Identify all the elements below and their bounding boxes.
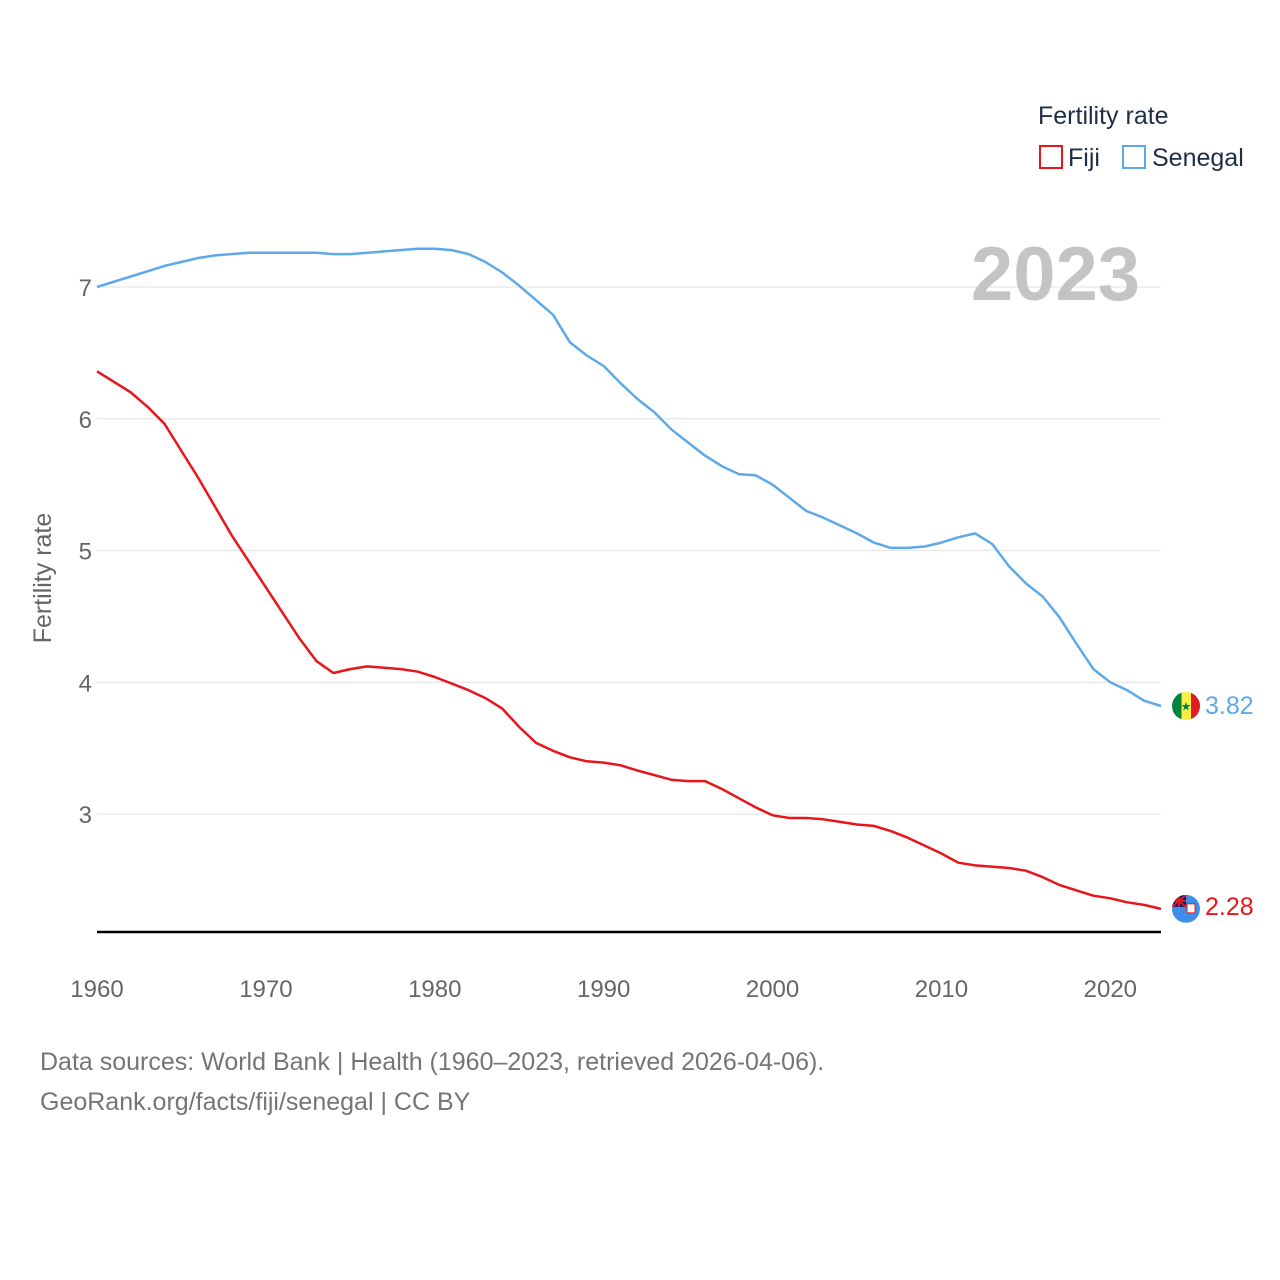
- x-tick-1980: 1980: [408, 976, 461, 1003]
- y-tick-3: 3: [79, 802, 92, 829]
- y-axis-label: Fertility rate: [29, 513, 57, 644]
- x-tick-2020: 2020: [1084, 976, 1137, 1003]
- y-tick-4: 4: [79, 670, 92, 697]
- x-tick-1960: 1960: [70, 976, 123, 1003]
- x-axis-ticks: 1960 1970 1980 1990 2000 2010 2020: [70, 976, 1137, 1003]
- legend-swatch-fiji: [1039, 145, 1063, 169]
- y-tick-5: 5: [79, 539, 92, 566]
- source-line-1: Data sources: World Bank | Health (1960–…: [40, 1048, 825, 1076]
- series-line-senegal: [96, 247, 1162, 708]
- y-axis-ticks: 3 4 5 6 7: [79, 275, 92, 829]
- legend-swatch-senegal: [1122, 145, 1146, 169]
- legend-title: Fertility rate: [1038, 102, 1169, 130]
- fiji-flag-icon: [1172, 894, 1200, 923]
- series-line-fiji: [96, 370, 1162, 911]
- source-line-2[interactable]: GeoRank.org/facts/fiji/senegal | CC BY: [40, 1088, 471, 1116]
- fiji-end-value: 2.28: [1205, 893, 1254, 921]
- y-tick-6: 6: [79, 407, 92, 434]
- fiji-end-marker: 2.28: [1172, 893, 1254, 923]
- y-tick-7: 7: [79, 275, 92, 302]
- senegal-end-value: 3.82: [1205, 692, 1254, 720]
- source-note: Data sources: World Bank | Health (1960–…: [40, 1042, 824, 1122]
- x-tick-1970: 1970: [239, 976, 292, 1003]
- fertility-chart: 3 4 5 6 7 1960 1970 1980 1990 2000 2010 2020 Ferti…: [29, 102, 1254, 1003]
- x-tick-1990: 1990: [577, 976, 630, 1003]
- x-tick-2000: 2000: [746, 976, 799, 1003]
- legend-item-fiji[interactable]: Fiji: [1039, 144, 1100, 172]
- legend-item-senegal[interactable]: Senegal: [1122, 144, 1244, 172]
- year-label: 2023: [971, 232, 1140, 317]
- legend: Fertility rate Fiji Senegal: [1038, 102, 1244, 172]
- x-tick-2010: 2010: [915, 976, 968, 1003]
- grid-lines: [97, 286, 1161, 815]
- senegal-end-marker: ★ 3.82: [1172, 691, 1254, 720]
- senegal-flag-icon: ★: [1172, 691, 1200, 720]
- series-lines: [96, 247, 1162, 911]
- legend-label-fiji: Fiji: [1068, 144, 1100, 172]
- svg-text:★: ★: [1181, 699, 1192, 713]
- legend-label-senegal: Senegal: [1152, 144, 1244, 172]
